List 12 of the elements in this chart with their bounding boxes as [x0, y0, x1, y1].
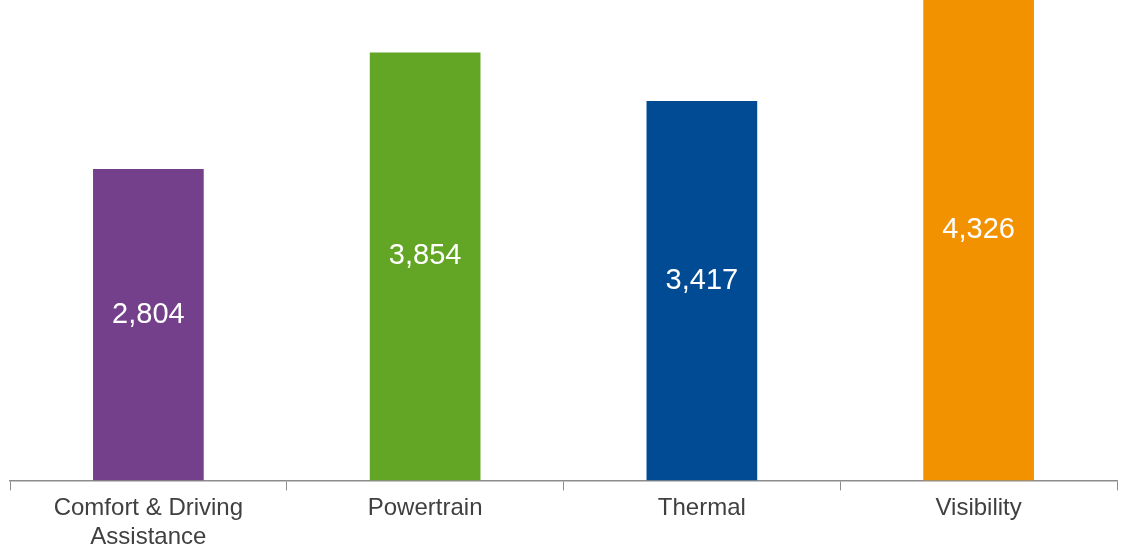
x-tick-label: Comfort & Driving Assistance	[53, 493, 244, 550]
data-label: 2,804	[112, 296, 185, 329]
x-tick-label: Powertrain	[367, 493, 483, 521]
bar	[93, 169, 204, 481]
x-tick-label: Thermal	[657, 493, 746, 521]
bar	[646, 100, 758, 481]
x-tick-label: Visibility	[935, 493, 1022, 521]
data-label: 4,326	[942, 212, 1015, 245]
bar	[923, 0, 1034, 481]
data-label: 3,417	[665, 262, 739, 295]
bar	[369, 52, 481, 481]
data-label: 3,854	[388, 238, 462, 271]
